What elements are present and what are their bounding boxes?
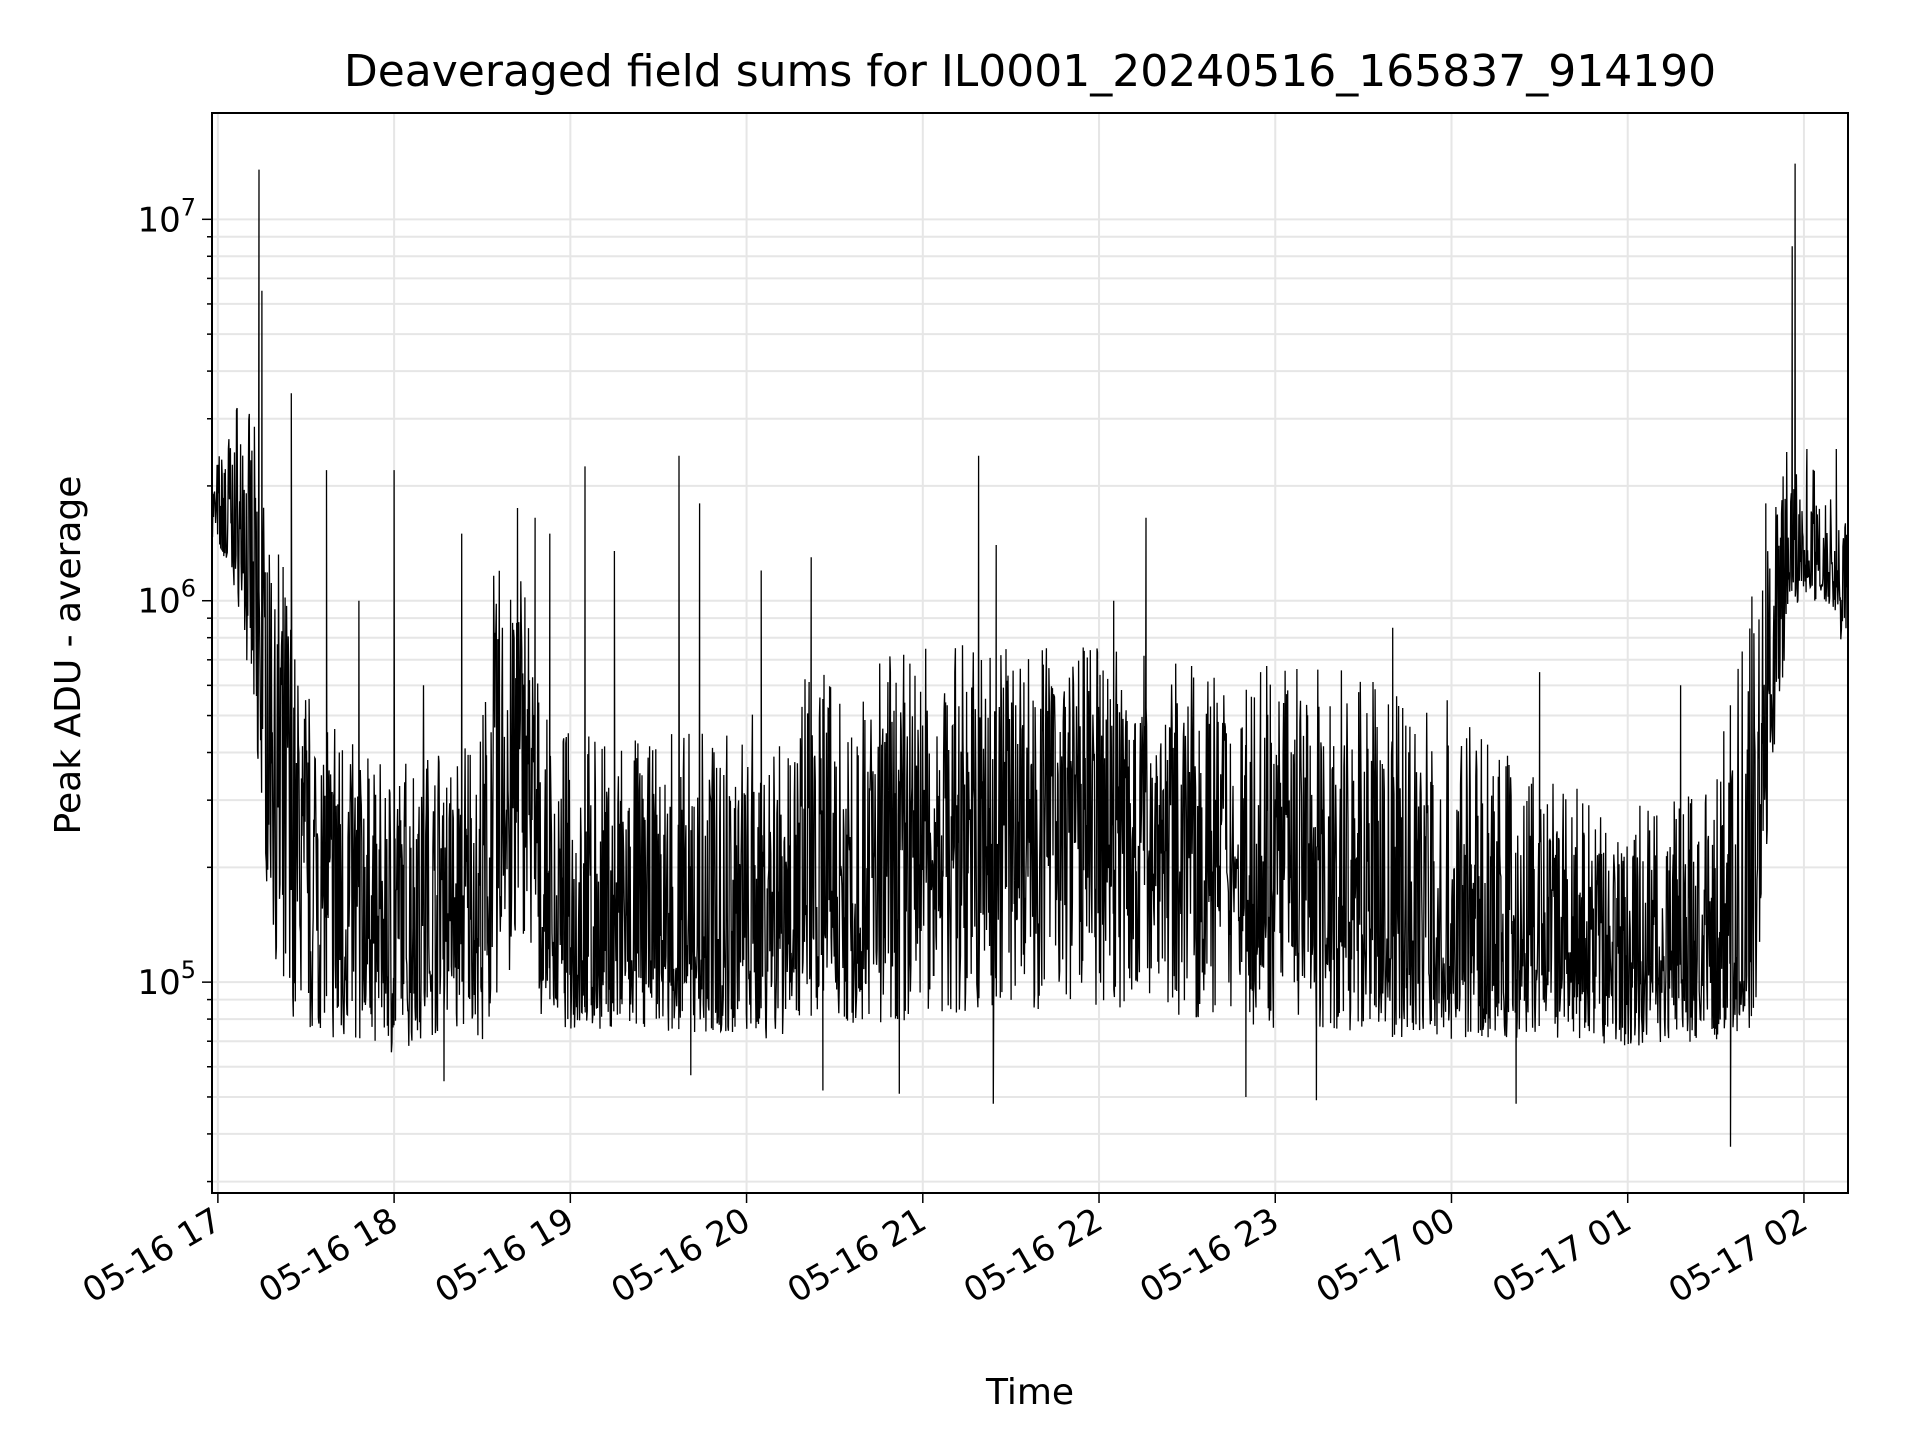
- y-axis-label: Peak ADU - average: [48, 476, 89, 835]
- chart-title: Deaveraged field sums for IL0001_2024051…: [344, 46, 1716, 97]
- data-series: [212, 163, 1848, 1147]
- series-line: [212, 163, 1848, 1147]
- y-tick-label: 105: [137, 956, 196, 1003]
- y-tick-label: 107: [137, 193, 196, 240]
- y-tick-label: 106: [137, 575, 196, 622]
- x-axis-label: Time: [985, 1372, 1074, 1413]
- plot-area: [211, 112, 1849, 1194]
